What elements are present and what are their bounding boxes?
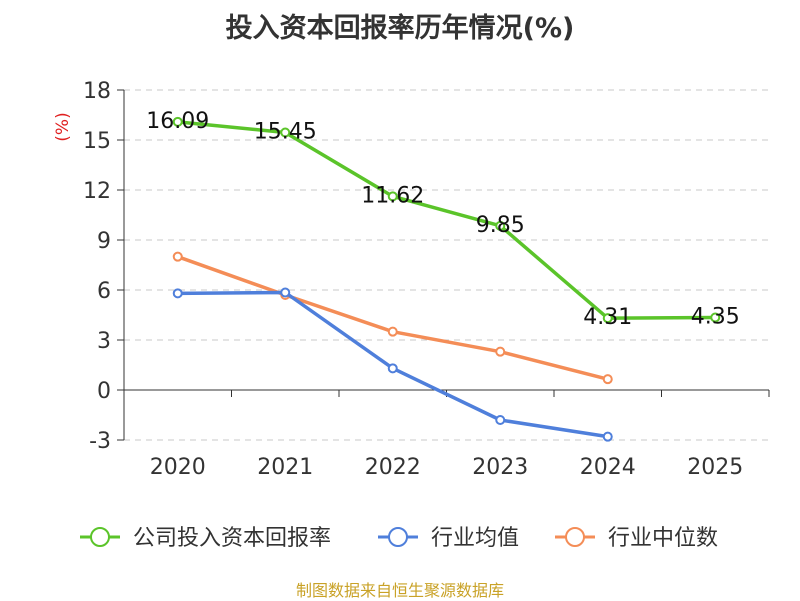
series-layer — [172, 116, 721, 442]
x-tick-label: 2020 — [150, 455, 206, 480]
y-tick-label: 18 — [83, 79, 111, 104]
data-label-layer: 16.09 15.45 11.62 9.85 4.31 4.35 — [146, 109, 739, 330]
series-line — [177, 120, 716, 320]
data-label: 9.85 — [476, 213, 525, 238]
legend-label: 行业均值 — [431, 526, 519, 551]
legend-marker — [388, 527, 408, 547]
series-line — [177, 255, 609, 381]
y-axis-label: (%) — [53, 112, 73, 141]
data-label: 4.35 — [691, 305, 740, 330]
data-point — [710, 312, 721, 323]
data-point — [387, 191, 398, 202]
legend-marker — [565, 527, 585, 547]
data-point — [495, 346, 506, 357]
data-point — [602, 431, 613, 442]
data-point — [280, 127, 291, 138]
data-point — [602, 313, 613, 324]
y-tick-label: 0 — [97, 379, 111, 404]
data-point — [172, 251, 183, 262]
data-point — [495, 415, 506, 425]
y-tick-label: 3 — [97, 329, 111, 354]
y-tick-label: -3 — [89, 429, 111, 454]
y-tick-label: 9 — [97, 229, 111, 254]
data-point — [387, 326, 398, 337]
data-label: 15.45 — [254, 120, 317, 145]
x-tick-label: 2023 — [472, 455, 528, 480]
data-point — [495, 220, 506, 231]
data-point — [172, 116, 183, 127]
grid-layer — [124, 89, 769, 441]
x-tick-label: 2022 — [365, 455, 421, 480]
data-point — [280, 287, 291, 298]
data-point — [602, 374, 613, 385]
legend-label: 行业中位数 — [608, 526, 718, 551]
chart-title: 投入资本回报率历年情况(%) — [225, 13, 575, 44]
x-tick-label: 2025 — [687, 455, 743, 480]
y-tick-label: 15 — [83, 129, 111, 154]
y-tick-label: 6 — [97, 279, 111, 304]
data-label: 11.62 — [361, 183, 424, 208]
axis-layer: -3 0 3 6 9 12 15 18 2020 2021 2022 2023 2024 2025 — [83, 79, 770, 480]
data-point — [172, 288, 183, 299]
data-point — [387, 363, 398, 374]
data-label: 16.09 — [146, 109, 209, 134]
data-source-note: 制图数据来自恒生聚源数据库 — [295, 581, 504, 600]
x-tick-label: 2024 — [580, 455, 636, 480]
y-tick-label: 12 — [83, 179, 111, 204]
x-tick-label: 2021 — [257, 455, 313, 480]
legend: 公司投入资本回报率 行业均值 行业中位数 — [80, 526, 718, 551]
data-label: 4.31 — [583, 305, 632, 330]
legend-label: 公司投入资本回报率 — [133, 526, 331, 551]
legend-marker — [90, 527, 110, 547]
